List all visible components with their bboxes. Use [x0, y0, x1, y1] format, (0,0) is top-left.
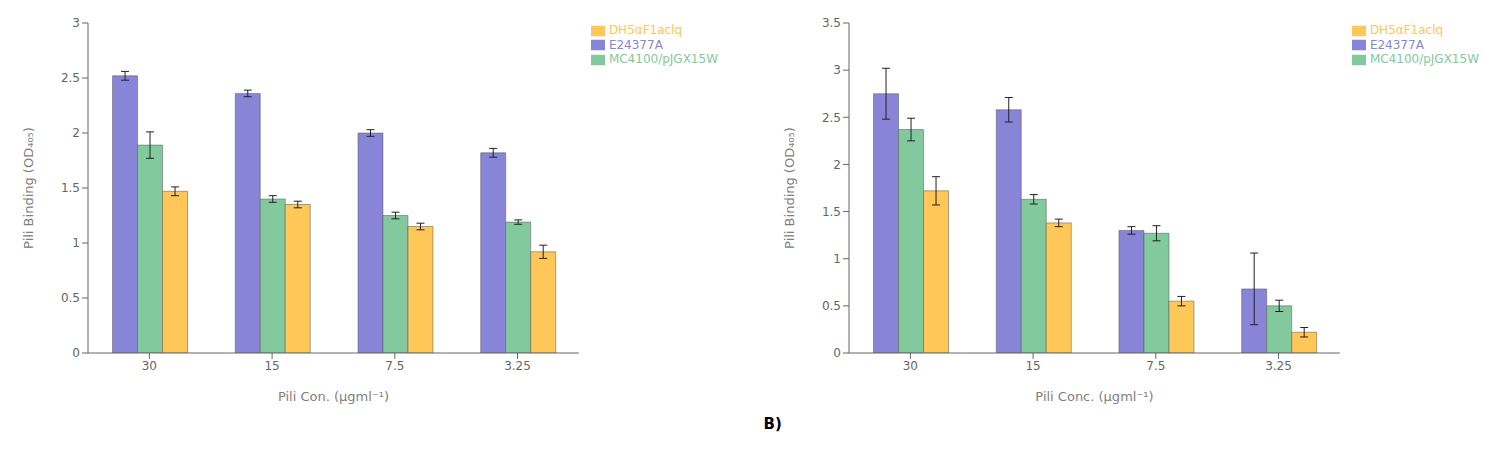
html-text:B): B): [763, 415, 782, 433]
svg-text:3.25: 3.25: [1265, 359, 1292, 373]
html-text:DH5αF1aclq: DH5αF1aclq: [1369, 23, 1444, 37]
svg-text:15: 15: [264, 359, 279, 373]
svg-text:2.5: 2.5: [61, 71, 80, 85]
html-text:DH5αF1aclq: DH5αF1aclq: [608, 23, 683, 37]
svg-text:Pili Con. (μgml⁻¹): Pili Con. (μgml⁻¹): [278, 389, 389, 404]
svg-text:1.5: 1.5: [61, 181, 80, 195]
svg-text:2.5: 2.5: [822, 111, 841, 125]
svg-text:2: 2: [833, 158, 841, 172]
svg-text:1: 1: [833, 252, 841, 266]
svg-text:Pili Binding (OD₄₀₅): Pili Binding (OD₄₀₅): [21, 127, 36, 249]
svg-text:1: 1: [72, 236, 80, 250]
svg-text:2: 2: [72, 126, 80, 140]
svg-text:7.5: 7.5: [385, 359, 404, 373]
svg-text:Pili Conc. (μgml⁻¹): Pili Conc. (μgml⁻¹): [1035, 389, 1153, 404]
svg-text:0: 0: [833, 346, 841, 360]
svg-text:0.5: 0.5: [61, 291, 80, 305]
svg-text:3: 3: [833, 63, 841, 77]
svg-text:Pili Binding (OD₄₀₅): Pili Binding (OD₄₀₅): [782, 127, 797, 249]
html-text:E24377A: E24377A: [608, 37, 663, 52]
svg-text:0.5: 0.5: [822, 299, 841, 313]
svg-text:30: 30: [142, 359, 157, 373]
svg-text:15: 15: [1025, 359, 1040, 373]
html-text:MC4100/pJGX15W: MC4100/pJGX15W: [1369, 52, 1479, 66]
svg-text:3: 3: [72, 16, 80, 30]
html-text:MC4100/pJGX15W: MC4100/pJGX15W: [608, 52, 718, 66]
svg-text:3.25: 3.25: [504, 359, 531, 373]
svg-text:30: 30: [903, 359, 918, 373]
svg-text:1.5: 1.5: [822, 205, 841, 219]
svg-text:3.5: 3.5: [822, 16, 841, 30]
svg-text:0: 0: [72, 346, 80, 360]
svg-text:7.5: 7.5: [1146, 359, 1165, 373]
html-text:E24377A: E24377A: [1369, 37, 1424, 52]
